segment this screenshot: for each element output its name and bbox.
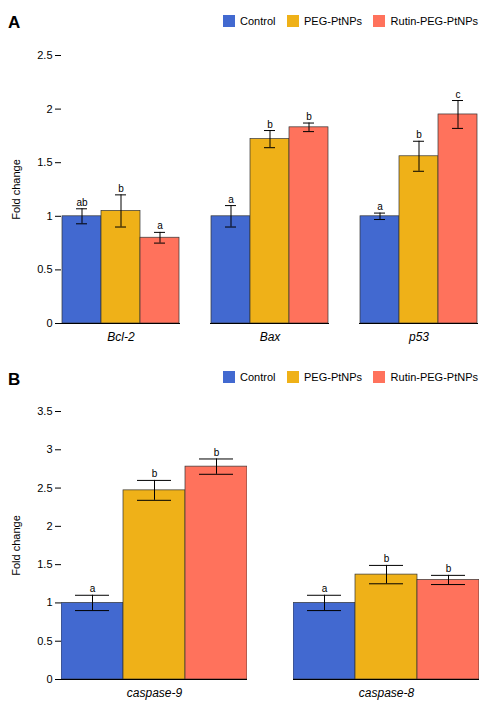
svg-text:Fold change: Fold change [10,515,22,576]
svg-text:Bax: Bax [260,330,282,344]
svg-text:Fold change: Fold change [10,159,22,220]
html-text:A: A [8,13,21,33]
svg-text:b: b [118,182,124,193]
svg-text:a: a [157,220,163,231]
html-text:Control: Control [240,14,276,27]
svg-text:2: 2 [46,102,52,114]
svg-text:0: 0 [46,317,52,329]
svg-text:b: b [416,129,422,140]
svg-text:c: c [456,88,461,99]
svg-text:1: 1 [46,596,52,608]
svg-text:b: b [306,111,312,122]
html-text:B: B [8,369,21,389]
svg-text:0.5: 0.5 [37,635,52,647]
svg-text:a: a [377,201,383,212]
svg-text:0: 0 [46,673,52,685]
html-text:PEG-PtNPs: PEG-PtNPs [304,14,363,27]
svg-text:p53: p53 [408,330,429,344]
svg-text:b: b [384,553,390,564]
svg-text:b: b [152,468,158,479]
svg-text:a: a [322,583,328,594]
svg-text:caspase-8: caspase-8 [359,686,415,700]
svg-text:Bcl-2: Bcl-2 [107,330,135,344]
svg-text:caspase-9: caspase-9 [127,686,183,700]
html-text:PEG-PtNPs: PEG-PtNPs [304,371,363,383]
svg-text:2.5: 2.5 [37,49,52,61]
svg-text:0.5: 0.5 [37,263,52,275]
html-text:Rutin-PEG-PtNPs: Rutin-PEG-PtNPs [390,14,478,27]
svg-text:b: b [446,563,452,574]
svg-text:b: b [214,447,220,458]
svg-text:a: a [228,193,234,204]
html-text:Control: Control [240,371,276,383]
svg-text:2.5: 2.5 [37,482,52,494]
svg-text:1.5: 1.5 [37,156,52,168]
svg-text:2: 2 [46,520,52,532]
svg-text:1.5: 1.5 [37,558,52,570]
html-text:Rutin-PEG-PtNPs: Rutin-PEG-PtNPs [390,371,478,383]
svg-text:b: b [267,118,273,129]
svg-text:3.5: 3.5 [37,405,52,417]
svg-text:a: a [90,583,96,594]
svg-text:1: 1 [46,209,52,221]
svg-text:ab: ab [76,196,88,207]
svg-text:3: 3 [46,443,52,455]
